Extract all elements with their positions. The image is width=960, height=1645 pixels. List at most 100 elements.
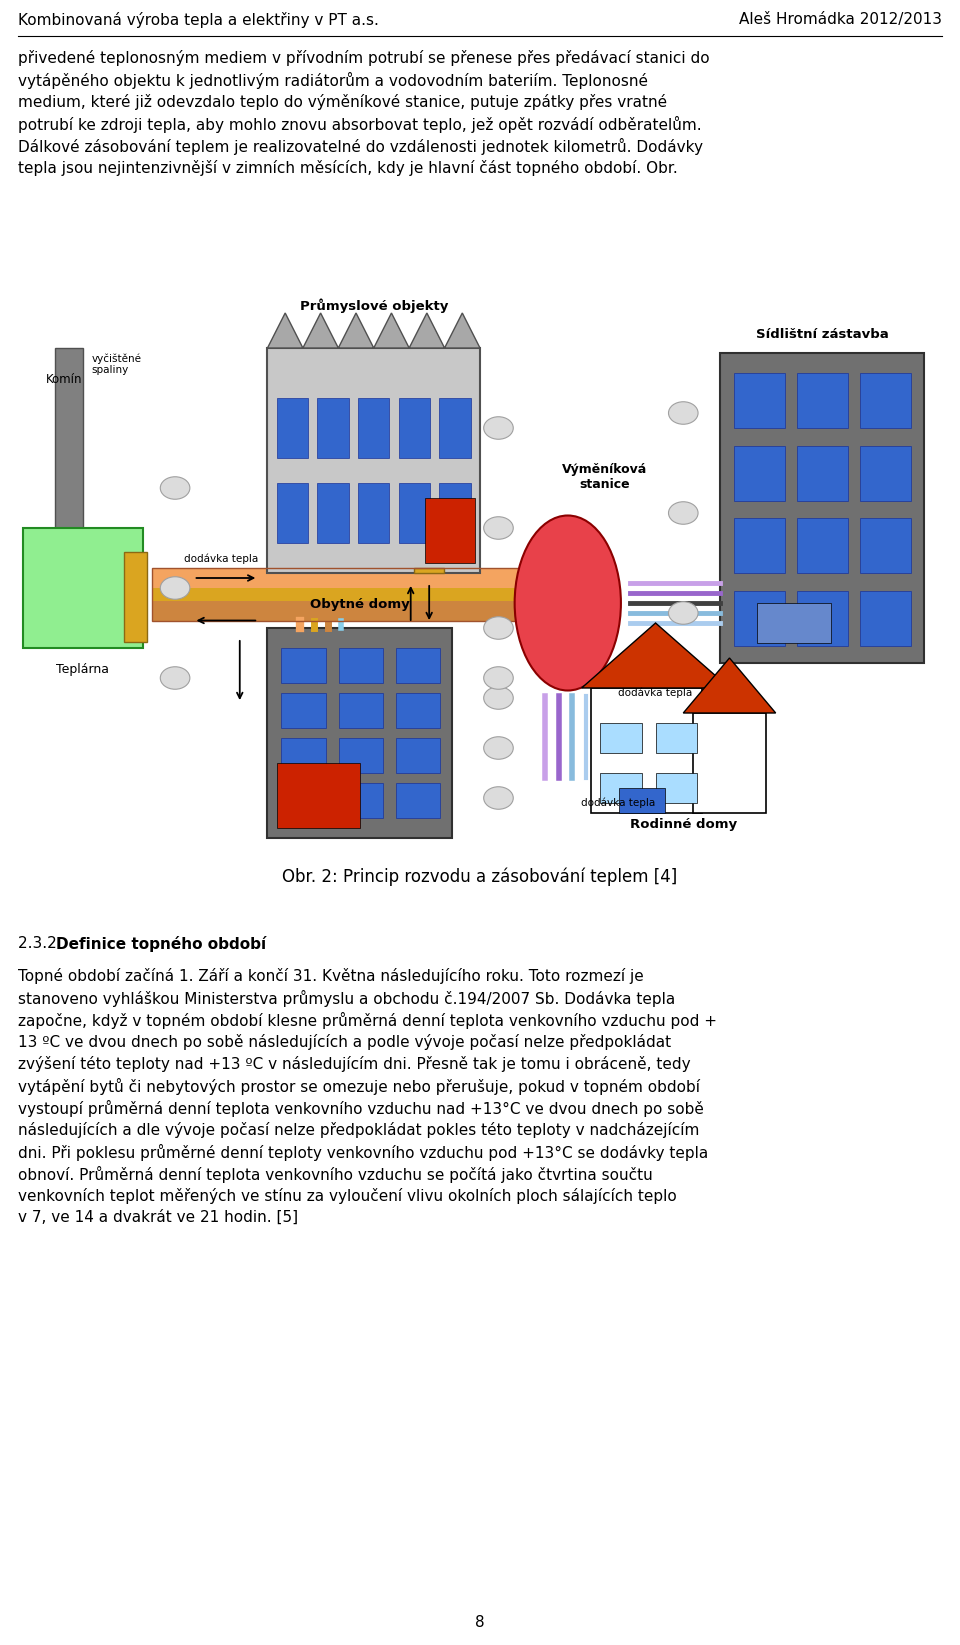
Bar	[318, 484, 348, 543]
Bar	[396, 783, 441, 818]
Text: vytápění bytů či nebytových prostor se omezuje nebo přerušuje, pokud v topném ob: vytápění bytů či nebytových prostor se o…	[18, 1077, 700, 1096]
Bar	[396, 648, 441, 683]
Bar	[281, 693, 325, 729]
Bar	[734, 373, 785, 428]
Bar	[734, 446, 785, 500]
Text: započne, když v topném období klesne průměrná denní teplota venkovního vzduchu p: započne, když v topném období klesne prů…	[18, 1012, 717, 1030]
Text: potrubí ke zdroji tepla, aby mohlo znovu absorbovat teplo, jež opět rozvádí odbě: potrubí ke zdroji tepla, aby mohlo znovu…	[18, 117, 702, 133]
Text: Aleš Hromádka 2012/2013: Aleš Hromádka 2012/2013	[739, 12, 942, 26]
Bar	[720, 354, 924, 663]
Text: dodávka tepla: dodávka tepla	[582, 798, 656, 808]
Ellipse shape	[484, 416, 514, 439]
Text: 13 ºC ve dvou dnech po sobě následujících a podle vývoje počasí nelze předpoklád: 13 ºC ve dvou dnech po sobě následujícíc…	[18, 1035, 671, 1050]
Bar	[860, 591, 911, 645]
Polygon shape	[18, 337, 942, 837]
Text: Sídlištní zástavba: Sídlištní zástavba	[756, 327, 888, 341]
Ellipse shape	[484, 666, 514, 689]
Bar	[860, 373, 911, 428]
Ellipse shape	[160, 577, 190, 599]
Text: Rodinné domy: Rodinné domy	[630, 818, 737, 831]
Bar	[152, 587, 567, 600]
Bar	[600, 724, 641, 753]
Bar	[860, 518, 911, 572]
Bar	[797, 373, 848, 428]
Text: 8: 8	[475, 1615, 485, 1630]
Polygon shape	[582, 623, 730, 688]
Text: venkovních teplot měřených ve stínu za vyloučení vlivu okolních ploch sálajících: venkovních teplot měřených ve stínu za v…	[18, 1188, 677, 1204]
Polygon shape	[684, 658, 776, 712]
Bar	[152, 568, 567, 587]
Bar	[318, 398, 348, 457]
Text: 2.3.2: 2.3.2	[18, 936, 61, 951]
Bar	[797, 518, 848, 572]
Bar	[358, 398, 390, 457]
Text: vyčištěné
spaliny: vyčištěné spaliny	[92, 354, 142, 375]
Text: Obytné domy: Obytné domy	[310, 599, 410, 610]
Text: medium, které již odevzdalo teplo do výměníkové stanice, putuje zpátky přes vrat: medium, které již odevzdalo teplo do vým…	[18, 94, 667, 110]
Bar	[440, 484, 470, 543]
Bar	[276, 763, 360, 827]
Bar	[55, 349, 83, 599]
Bar	[692, 712, 766, 813]
Text: zvýšení této teploty nad +13 ºC v následujícím dni. Přesně tak je tomu i obrácen: zvýšení této teploty nad +13 ºC v násled…	[18, 1056, 690, 1073]
Text: Definice topného období: Definice topného období	[56, 936, 266, 952]
Bar	[152, 600, 567, 620]
Bar	[398, 398, 430, 457]
Text: Dálkové zásobování teplem je realizovatelné do vzdálenosti jednotek kilometrů. D: Dálkové zásobování teplem je realizovate…	[18, 138, 703, 155]
Text: dodávka tepla: dodávka tepla	[184, 553, 258, 564]
Text: stanoveno vyhláškou Ministerstva průmyslu a obchodu č.194/2007 Sb. Dodávka tepla: stanoveno vyhláškou Ministerstva průmysl…	[18, 990, 675, 1007]
Bar	[415, 568, 444, 572]
Bar	[440, 398, 470, 457]
Text: obnoví. Průměrná denní teplota venkovního vzduchu se počítá jako čtvrtina součtu: obnoví. Průměrná denní teplota venkovníh…	[18, 1166, 653, 1183]
Bar	[396, 739, 441, 773]
Text: dodávka tepla: dodávka tepla	[618, 688, 693, 699]
Ellipse shape	[484, 737, 514, 760]
Bar	[590, 688, 702, 813]
Bar	[281, 648, 325, 683]
Bar	[339, 693, 383, 729]
Text: následujících a dle vývoje počasí nelze předpokládat pokles této teploty v nadch: následujících a dle vývoje počasí nelze …	[18, 1122, 700, 1138]
Text: Obr. 2: Princip rozvodu a zásobování teplem [4]: Obr. 2: Princip rozvodu a zásobování tep…	[282, 869, 678, 887]
Bar	[656, 724, 697, 753]
Text: Teplárna: Teplárna	[57, 663, 109, 676]
Bar	[281, 739, 325, 773]
Ellipse shape	[160, 477, 190, 498]
Bar	[152, 568, 567, 620]
Ellipse shape	[160, 666, 190, 689]
Ellipse shape	[515, 515, 621, 691]
Bar	[268, 628, 452, 837]
Bar	[734, 518, 785, 572]
Ellipse shape	[668, 401, 698, 424]
Bar	[276, 484, 308, 543]
Bar	[797, 446, 848, 500]
Bar	[656, 773, 697, 803]
Ellipse shape	[484, 617, 514, 640]
Ellipse shape	[484, 686, 514, 709]
Text: Komín: Komín	[46, 373, 83, 387]
Bar	[23, 528, 143, 648]
Ellipse shape	[484, 517, 514, 540]
Bar	[797, 591, 848, 645]
Bar	[339, 648, 383, 683]
Bar	[860, 446, 911, 500]
Bar	[757, 604, 831, 643]
Text: Výměníková
stanice: Výměníková stanice	[563, 462, 647, 490]
Bar	[276, 398, 308, 457]
Bar	[398, 484, 430, 543]
Text: v 7, ve 14 a dvakrát ve 21 hodin. [5]: v 7, ve 14 a dvakrát ve 21 hodin. [5]	[18, 1211, 299, 1226]
Text: přivedené teplonosným mediem v přívodním potrubí se přenese přes předávací stani: přivedené teplonosným mediem v přívodním…	[18, 49, 709, 66]
Bar	[268, 349, 480, 572]
Text: Topné období začíná 1. Září a končí 31. Května následujícího roku. Toto rozmezí : Topné období začíná 1. Září a končí 31. …	[18, 967, 644, 984]
Bar	[339, 783, 383, 818]
Text: dni. Při poklesu průměrné denní teploty venkovního vzduchu pod +13°C se dodávky : dni. Při poklesu průměrné denní teploty …	[18, 1143, 708, 1161]
Bar	[396, 693, 441, 729]
Bar	[358, 484, 390, 543]
Bar	[618, 788, 665, 813]
Bar	[424, 498, 475, 563]
Ellipse shape	[668, 602, 698, 623]
Text: Průmyslové objekty: Průmyslové objekty	[300, 298, 448, 313]
Bar	[124, 553, 148, 642]
Bar	[734, 591, 785, 645]
Ellipse shape	[484, 786, 514, 809]
Bar	[281, 783, 325, 818]
